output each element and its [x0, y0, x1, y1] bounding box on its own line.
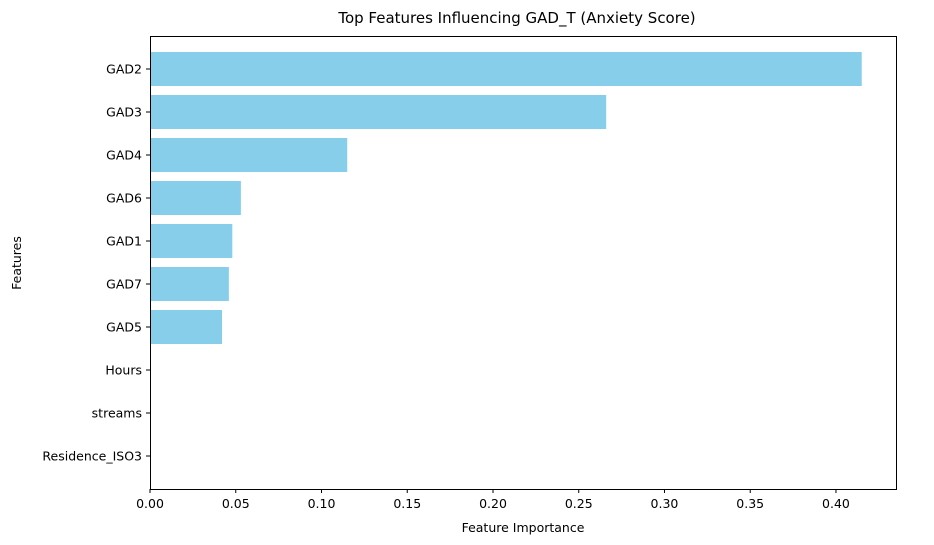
bar-gad1: [150, 224, 233, 258]
y-axis-label: Features: [9, 236, 24, 290]
y-tick-label: GAD6: [106, 191, 142, 206]
x-tick-label: 0.25: [565, 496, 593, 511]
x-tick-label: 0.15: [393, 496, 421, 511]
y-tick-label: Residence_ISO3: [42, 449, 142, 464]
bar-gad5: [150, 310, 223, 344]
chart-title: Top Features Influencing GAD_T (Anxiety …: [337, 9, 695, 28]
bar-gad2: [150, 52, 862, 86]
x-tick-label: 0.30: [651, 496, 679, 511]
x-ticks-group: 0.00 0.05 0.10 0.15 0.20 0.25 0.30 0.35 0.40: [136, 489, 850, 511]
y-tick-label: GAD5: [106, 320, 142, 335]
y-tick-label: GAD1: [106, 234, 142, 249]
bar-gad7: [150, 267, 229, 301]
y-tick-label: Hours: [105, 363, 142, 378]
bars-group: [150, 52, 862, 344]
plot-frame: [150, 36, 897, 490]
bar-gad6: [150, 181, 241, 215]
bar-gad4: [150, 138, 348, 172]
x-tick-label: 0.40: [822, 496, 850, 511]
x-tick-label: 0.20: [479, 496, 507, 511]
bar-gad3: [150, 95, 607, 129]
x-tick-label: 0.05: [222, 496, 250, 511]
x-tick-label: 0.35: [736, 496, 764, 511]
y-tick-label: GAD4: [106, 148, 142, 163]
y-ticks-group: GAD2 GAD3 GAD4 GAD6 GAD1 GAD7 GAD5 Hours streams…: [42, 62, 150, 464]
x-axis-label: Feature Importance: [462, 520, 585, 535]
y-tick-label: streams: [92, 406, 142, 421]
y-tick-label: GAD2: [106, 62, 142, 77]
y-tick-label: GAD3: [106, 105, 142, 120]
x-tick-label: 0.10: [308, 496, 336, 511]
x-tick-label: 0.00: [136, 496, 164, 511]
y-tick-label: GAD7: [106, 277, 142, 292]
